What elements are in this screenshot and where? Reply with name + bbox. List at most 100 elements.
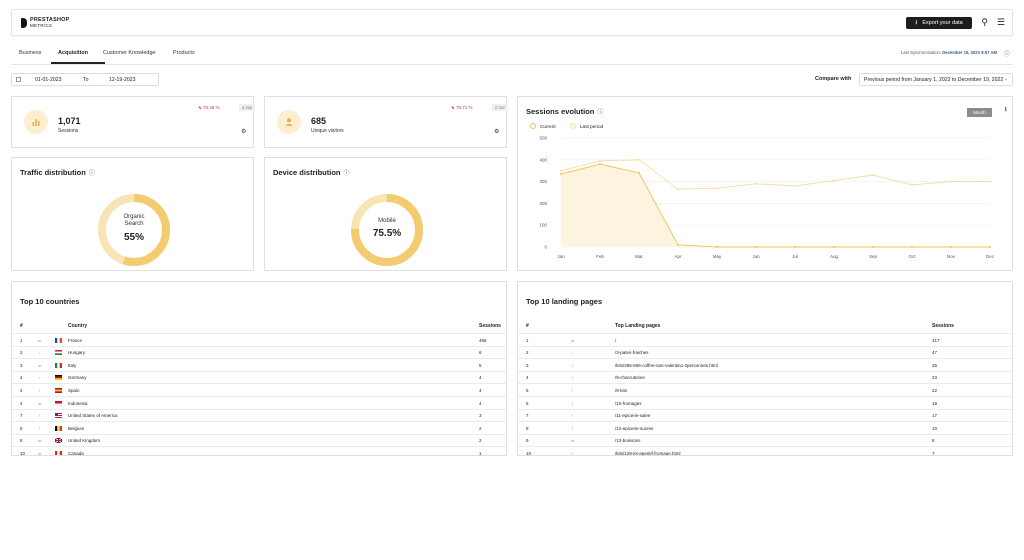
row-rank: 3 (20, 362, 23, 368)
row-country: United States of America (68, 413, 118, 419)
table-row: 6 ↑ /10-fromages 19 (518, 396, 1012, 409)
traffic-donut-chart: Organic Search 55% (96, 192, 172, 268)
row-country: Italy (68, 362, 77, 368)
download-icon[interactable]: ⭳ (1004, 106, 1007, 113)
tab-business[interactable]: Business (19, 50, 42, 56)
row-landing-page[interactable]: /12-epicerie-sucree (615, 425, 654, 431)
flag-fr-icon (55, 337, 62, 343)
row-landing-page[interactable]: /kits/129-kit-aperitif-fromage.html (615, 450, 681, 456)
row-country: France (68, 337, 83, 343)
x-tick-label: Nov (947, 254, 956, 259)
legend-last-period[interactable]: Last period (570, 123, 603, 129)
row-rank: 1 (20, 337, 23, 343)
kpi-icon-circle (24, 110, 48, 134)
row-rank: 1 (526, 337, 529, 343)
export-data-button[interactable]: ⭳ Export your data (906, 17, 972, 29)
sessions-evolution-chart: 0 100 200 300 400 500 Jan Feb Mar Apr May Jun Jul Aug… (539, 136, 995, 260)
device-donut-chart: Mobile 75.5% (349, 192, 425, 268)
table-row: 4 ═ Indonesia 4 (12, 396, 506, 409)
info-icon[interactable]: ⓘ (343, 171, 350, 177)
row-landing-page[interactable]: /6-kits (615, 387, 628, 393)
x-tick-label: Oct (908, 254, 916, 259)
row-landing-page[interactable]: /3-pates-fraiches (615, 350, 649, 356)
trend-equal-icon: ═ (38, 362, 42, 368)
current-point (716, 246, 718, 248)
current-point (794, 246, 796, 248)
table-row: 4 ↑ /9-charcuteries 23 (518, 370, 1012, 384)
x-tick-label: May (713, 254, 722, 259)
trend-up-icon: ↑ (571, 375, 574, 381)
x-tick-label: Dec (986, 254, 995, 259)
pin-icon[interactable]: ⚲ (981, 17, 988, 27)
row-rank: 7 (20, 413, 23, 419)
row-sessions: 8 (932, 438, 935, 444)
x-tick-label: Feb (596, 254, 604, 259)
tab-customer-knowledge[interactable]: Customer Knowledge (103, 50, 156, 56)
last-period-point (911, 183, 913, 186)
info-icon[interactable]: ⓘ (88, 171, 95, 177)
x-tick-label: Aug (830, 254, 839, 259)
current-series-area (561, 164, 990, 247)
table-row: 10 ═ Canada 1 (12, 446, 506, 456)
legend-current[interactable]: Current (530, 123, 556, 129)
row-sessions: 47 (932, 350, 938, 356)
row-landing-page[interactable]: /kits/286-606-coffret-san-valentino-2per… (615, 362, 718, 368)
info-icon[interactable]: ⓘ (1003, 52, 1010, 58)
row-landing-page[interactable]: /13-boissons (615, 438, 641, 444)
last-period-point (872, 174, 874, 177)
current-point (911, 246, 913, 248)
period-month-button[interactable]: Month (967, 108, 992, 117)
last-period-point (638, 158, 640, 161)
row-sessions: 2 (479, 438, 482, 444)
row-country: Canada (68, 450, 84, 456)
current-point (599, 163, 601, 166)
current-point (560, 172, 562, 175)
row-sessions: 417 (932, 337, 940, 343)
row-landing-page[interactable]: /11-epicerie-salee (615, 413, 651, 419)
row-sessions: 4 (479, 375, 482, 381)
table-row: 4 ↓ Germany 4 (12, 370, 506, 384)
row-rank: 4 (20, 400, 23, 406)
date-from[interactable]: 01-01-2023 (35, 76, 62, 83)
date-range-picker[interactable]: 01-01-2023 To 12-19-2023 (11, 73, 159, 86)
row-landing-page[interactable]: / (615, 337, 617, 343)
tab-acquisition[interactable]: Acquisition (58, 50, 88, 56)
row-landing-page[interactable]: /9-charcuteries (615, 375, 645, 381)
last-period-point (677, 188, 679, 191)
trend-down-icon: ↓ (571, 350, 574, 356)
settings-icon[interactable]: ⚙ (494, 129, 500, 135)
info-icon[interactable]: ⓘ (597, 110, 604, 116)
settings-icon[interactable]: ⚙ (241, 129, 247, 135)
trend-up-icon: ↑ (571, 387, 574, 393)
row-rank: 7 (526, 413, 529, 419)
row-country: United Kingdom (68, 438, 101, 444)
row-sessions: 5 (479, 362, 482, 368)
trend-up-icon: ↑ (571, 400, 574, 406)
compare-period-select[interactable]: Previous period from January 1, 2022 to … (859, 73, 1013, 86)
row-landing-page[interactable]: /10-fromages (615, 400, 642, 406)
menu-icon[interactable]: ☰ (996, 17, 1005, 27)
device-donut-label: Mobile (378, 218, 396, 224)
x-tick-label: Mar (635, 254, 643, 259)
y-tick-label: 500 (539, 136, 547, 141)
top-countries-title: Top 10 countries (20, 297, 80, 306)
logo-mark-icon (21, 18, 27, 28)
flag-it-icon (55, 362, 62, 368)
col-country: Country (68, 323, 88, 329)
last-period-point (950, 180, 952, 183)
date-to[interactable]: 12-19-2023 (109, 76, 136, 83)
sessions-evolution-title: Sessions evolution ⓘ (526, 107, 604, 116)
visitors-delta: ⬊ 75.71 % (451, 105, 473, 110)
current-point (989, 246, 991, 248)
row-sessions: 6 (479, 350, 482, 356)
row-rank: 6 (526, 400, 529, 406)
table-row: 2 ↓ /3-pates-fraiches 47 (518, 345, 1012, 359)
last-sync-value: December 19, 2023 9:57 AM (942, 50, 997, 55)
logo-line1: PRESTASHOP (30, 17, 70, 23)
current-point (638, 171, 640, 174)
tab-products[interactable]: Products (173, 50, 195, 56)
row-country: Belgium (68, 425, 85, 431)
mobile-slice (351, 194, 423, 266)
y-tick-label: 0 (544, 245, 547, 250)
top-countries-card: Top 10 countries # Country Sessions 1 ═ Fr… (11, 281, 507, 456)
